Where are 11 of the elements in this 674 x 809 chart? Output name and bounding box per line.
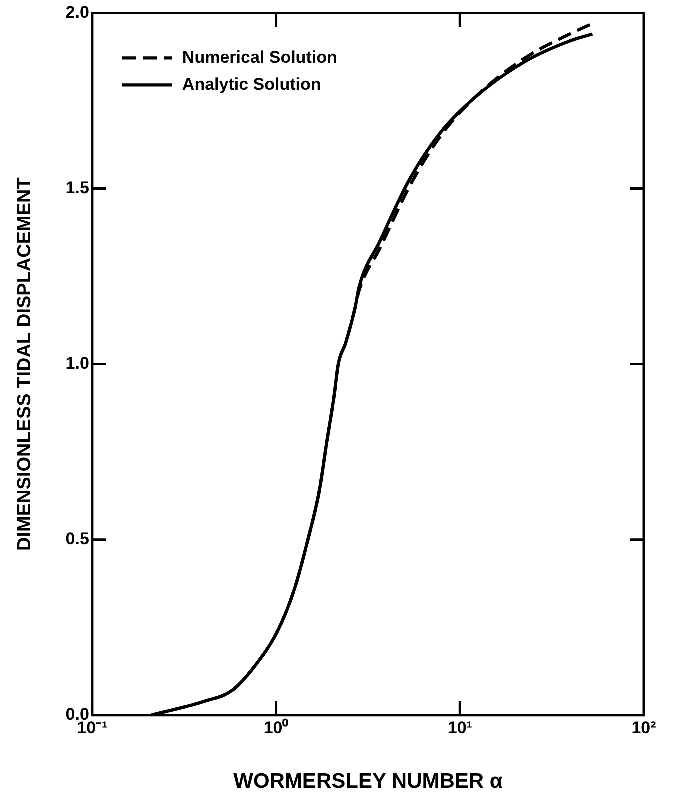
legend-label: Numerical Solution xyxy=(182,48,338,67)
x-tick-label: 10⁰ xyxy=(264,718,289,738)
x-tick-label: 10² xyxy=(632,718,657,738)
y-axis-title: DIMENSIONLESS TIDAL DISPLACEMENT xyxy=(14,177,36,551)
x-tick-label: 10¹ xyxy=(448,718,473,738)
x-axis-title: WORMERSLEY NUMBER α xyxy=(234,770,503,794)
y-tick-label: 2.0 xyxy=(66,2,90,22)
y-tick-label: 1.0 xyxy=(66,354,90,373)
legend-label: Analytic Solution xyxy=(182,74,322,94)
y-tick-label: 1.5 xyxy=(66,178,90,198)
y-tick-label: 0.5 xyxy=(66,530,90,549)
